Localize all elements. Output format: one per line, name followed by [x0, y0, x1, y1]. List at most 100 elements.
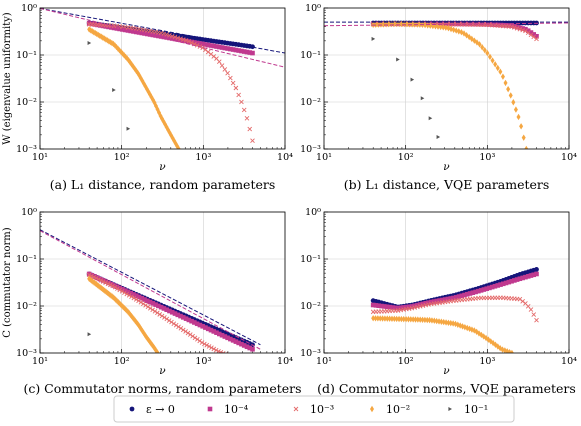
data-point [389, 315, 394, 322]
data-point [371, 36, 376, 41]
data-point [413, 316, 418, 323]
data-point [100, 278, 106, 283]
data-point [175, 35, 181, 41]
data-point [525, 274, 531, 279]
data-point [164, 35, 169, 40]
data-point [418, 316, 423, 323]
data-point [161, 34, 167, 40]
data-point [449, 25, 454, 33]
data-point [211, 329, 217, 334]
data-point [509, 24, 514, 29]
data-point [90, 28, 95, 35]
data-point [225, 335, 230, 341]
data-point [156, 33, 161, 39]
data-point [202, 341, 207, 347]
data-point [186, 317, 192, 323]
data-point [120, 286, 125, 292]
data-point [379, 303, 384, 309]
data-point [125, 55, 130, 62]
data-point [250, 346, 255, 352]
data-point [517, 296, 523, 302]
data-point [103, 280, 108, 285]
data-point [183, 316, 189, 321]
y-tick-label: 10⁻¹ [300, 50, 321, 61]
data-point [204, 342, 210, 348]
data-point [438, 23, 443, 31]
data-point [239, 99, 244, 105]
x-tick-label: 10² [114, 356, 130, 367]
data-point [136, 298, 141, 304]
data-point [509, 278, 514, 284]
data-point [178, 326, 184, 331]
data-point [150, 301, 156, 306]
data-point [208, 327, 214, 333]
data-point [378, 315, 383, 322]
x-axis-label: ν [159, 365, 166, 377]
panel-caption: (d) Commutator norms, VQE parameters [317, 381, 576, 396]
x-tick-label: 10⁴ [561, 356, 577, 367]
data-point [222, 67, 228, 72]
data-point [126, 126, 131, 131]
data-point [247, 126, 253, 132]
y-axis-label: C (commutator norm) [2, 227, 13, 337]
series-e3 [370, 295, 539, 323]
data-point [440, 297, 445, 303]
data-point [153, 33, 158, 38]
data-point [219, 332, 225, 338]
data-point [131, 295, 137, 301]
data-point [459, 293, 465, 299]
data-point [120, 27, 125, 32]
data-point [520, 298, 525, 304]
data-point [197, 338, 203, 344]
data-point [415, 302, 420, 308]
data-point [534, 317, 539, 323]
data-point [110, 283, 116, 289]
data-point [138, 74, 143, 82]
data-point [112, 88, 116, 93]
data-point [230, 80, 236, 86]
data-point [406, 304, 412, 310]
data-point [512, 24, 517, 29]
data-point [485, 49, 490, 57]
data-point [423, 21, 428, 29]
data-point [451, 320, 456, 327]
data-point [222, 334, 228, 339]
data-point [531, 32, 537, 37]
data-point [508, 92, 513, 99]
legend-label: 10⁻⁴ [224, 403, 249, 416]
data-point [114, 284, 120, 290]
data-point [523, 28, 528, 34]
data-point [534, 267, 539, 272]
data-point [396, 57, 400, 62]
data-point [512, 278, 517, 283]
data-point [375, 315, 380, 322]
data-point [192, 40, 197, 45]
data-point [86, 21, 92, 26]
data-point [399, 315, 404, 323]
data-point [172, 311, 178, 316]
axes-frame [323, 7, 570, 150]
data-point [178, 313, 183, 319]
y-tick-label: 10⁻² [300, 301, 321, 312]
data-point [129, 61, 134, 68]
y-axis-label: W (eigenvalue uniformity) [2, 12, 13, 145]
data-point [422, 316, 427, 324]
data-point [432, 317, 437, 324]
data-point [140, 301, 146, 307]
data-point [247, 50, 253, 55]
legend-marker [448, 407, 452, 411]
data-point [381, 304, 387, 309]
data-point [514, 26, 520, 31]
data-point [384, 21, 389, 28]
data-point [523, 26, 528, 32]
data-point [103, 24, 109, 29]
data-point [114, 26, 120, 31]
data-point [180, 38, 186, 43]
data-point [169, 36, 175, 41]
data-point [142, 297, 147, 302]
data-point [146, 88, 151, 95]
data-point [406, 316, 411, 323]
data-point [233, 339, 239, 344]
data-point [525, 28, 531, 34]
legend-item-e1: 10⁻¹ [448, 403, 488, 416]
